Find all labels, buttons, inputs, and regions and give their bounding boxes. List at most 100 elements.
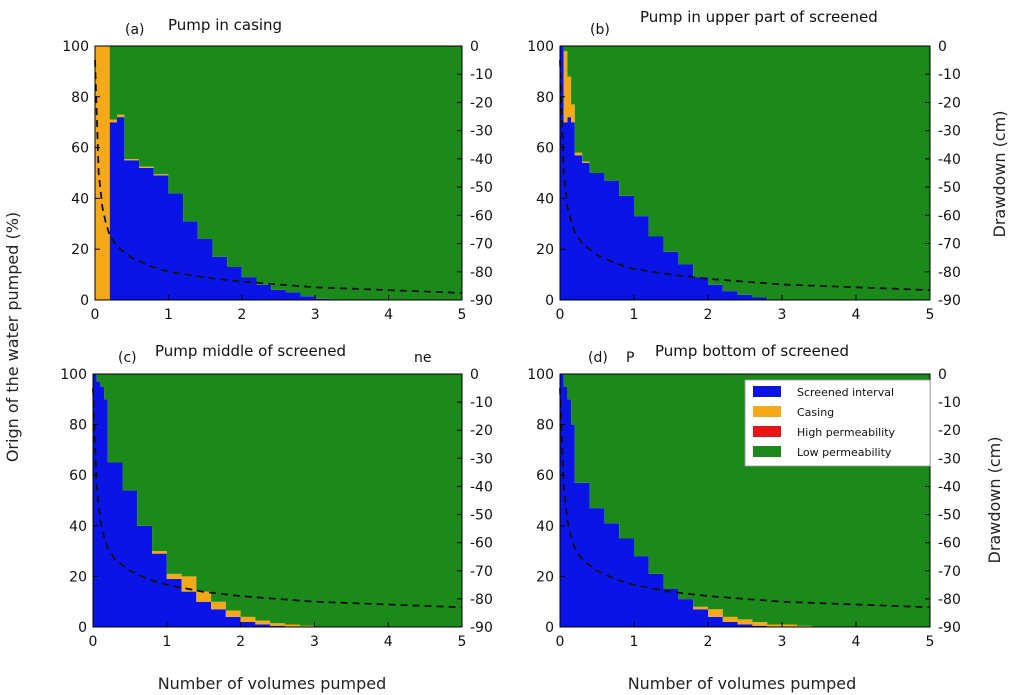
y-tick-label-left: 100 — [62, 39, 89, 55]
y-tick-label-left: 80 — [71, 90, 89, 106]
y-tick-label-right: -60 — [938, 536, 961, 552]
legend-swatch — [753, 406, 781, 417]
y-tick-label-left: 40 — [71, 191, 89, 207]
y-tick-label-left: 60 — [536, 141, 554, 157]
x-tick-label: 5 — [926, 307, 935, 323]
panel-a: 0 1 2 3 4 5 0 20 40 60 80 100 0 -10 -20 -30 -40 -50 -60 -70… — [62, 16, 493, 323]
y-tick-label-right: -80 — [938, 592, 961, 608]
y-tick-label-left: 40 — [69, 519, 87, 535]
plot-frame — [94, 45, 463, 301]
y-tick-label-left: 100 — [527, 367, 554, 383]
legend: Screened interval Casing High permeability… — [744, 379, 931, 467]
plot-frame — [559, 45, 931, 301]
y-tick-label-right: -60 — [470, 536, 493, 552]
legend-swatch — [753, 426, 781, 437]
x-tick-label: 3 — [310, 634, 319, 650]
panel-label-extra: P — [626, 350, 634, 366]
legend-label: Casing — [797, 406, 834, 419]
y-tick-label-left: 40 — [536, 519, 554, 535]
panel-title: Pump bottom of screened — [655, 342, 849, 360]
y-tick-label-left: 0 — [545, 620, 554, 636]
x-tick-label: 5 — [458, 634, 467, 650]
y-tick-label-right: -30 — [938, 451, 961, 467]
x-tick-label: 1 — [630, 307, 639, 323]
y-tick-label-right: -80 — [470, 265, 493, 281]
x-tick-label: 1 — [630, 634, 639, 650]
x-tick-label: 3 — [311, 307, 320, 323]
y-tick-label-right: -20 — [938, 423, 961, 439]
panel-label: (a) — [125, 22, 145, 38]
y-tick-label-right: -30 — [470, 451, 493, 467]
y-tick-label-right: 0 — [938, 39, 947, 55]
drawdown-line — [559, 388, 931, 609]
legend-swatch — [753, 386, 781, 397]
y-tick-label-left: 100 — [60, 367, 87, 383]
y-tick-label-right: -40 — [470, 152, 493, 168]
y-tick-label-right: -10 — [470, 395, 493, 411]
legend-label: Low permeability — [797, 446, 892, 459]
y-tick-label-right: -30 — [938, 124, 961, 140]
x-tick-label: 2 — [704, 634, 713, 650]
y-tick-label-right: -60 — [938, 208, 961, 224]
drawdown-line — [94, 60, 463, 294]
x-tick-label: 0 — [91, 307, 100, 323]
panel-label: (b) — [590, 22, 610, 38]
panel-label: (d) — [588, 350, 608, 366]
y-tick-label-right: -70 — [938, 237, 961, 253]
panel-b: 0 1 2 3 4 5 0 20 40 60 80 100 0 -10 -20 -30 -40 -50 -60 -70… — [527, 8, 961, 323]
title-fragment: ne — [414, 350, 432, 366]
y-tick-label-right: -30 — [470, 124, 493, 140]
y-tick-label-left: 80 — [536, 418, 554, 434]
y-axis-label-left: Orign of the water pumped (%) — [3, 212, 22, 462]
y-tick-label-right: -80 — [938, 265, 961, 281]
panel-label: (c) — [118, 350, 137, 366]
plot-frame — [92, 373, 463, 628]
y-tick-label-right: -20 — [470, 95, 493, 111]
x-tick-label: 4 — [384, 307, 393, 323]
y-tick-label-right: -40 — [938, 152, 961, 168]
y-tick-label-left: 40 — [536, 191, 554, 207]
y-tick-label-right: -10 — [938, 395, 961, 411]
plot-frame — [559, 373, 931, 628]
y-axis-label-right-top: Drawdown (cm) — [990, 111, 1009, 238]
y-tick-label-left: 60 — [71, 141, 89, 157]
area-low-permeability — [93, 374, 462, 627]
y-tick-label-left: 80 — [69, 418, 87, 434]
x-tick-label: 1 — [162, 634, 171, 650]
panel-title: Pump middle of screened — [155, 342, 346, 360]
x-tick-label: 4 — [852, 634, 861, 650]
y-tick-label-left: 20 — [536, 569, 554, 585]
y-tick-label-left: 20 — [536, 242, 554, 258]
y-axis-label-right-bottom: Drawdown (cm) — [985, 437, 1004, 564]
y-tick-label-right: -20 — [938, 95, 961, 111]
y-tick-label-right: -70 — [470, 237, 493, 253]
x-tick-label: 1 — [164, 307, 173, 323]
x-tick-label: 5 — [458, 307, 467, 323]
y-tick-label-right: -90 — [938, 293, 961, 309]
x-axis-label-left: Number of volumes pumped — [158, 674, 387, 693]
drawdown-line — [92, 388, 463, 609]
y-tick-label-left: 100 — [527, 39, 554, 55]
area-screened-interval — [93, 374, 462, 627]
x-tick-label: 2 — [704, 307, 713, 323]
legend-swatch — [753, 446, 781, 457]
y-tick-label-right: -10 — [470, 67, 493, 83]
y-tick-label-left: 60 — [69, 468, 87, 484]
y-tick-label-right: -60 — [470, 208, 493, 224]
y-tick-label-right: -80 — [470, 592, 493, 608]
y-tick-label-left: 20 — [69, 569, 87, 585]
y-tick-label-left: 0 — [80, 293, 89, 309]
panel-title: Pump in upper part of screened — [640, 8, 878, 26]
y-tick-label-left: 60 — [536, 468, 554, 484]
y-tick-label-right: -50 — [470, 508, 493, 524]
y-tick-label-right: -90 — [470, 293, 493, 309]
area-screened-interval — [560, 374, 930, 627]
y-tick-label-right: -10 — [938, 67, 961, 83]
y-tick-label-right: -70 — [938, 564, 961, 580]
panel-c: 0 1 2 3 4 5 0 20 40 60 80 100 0 -10 -20 -30 -40 -50 -60 -70… — [60, 342, 493, 650]
area-low-permeability — [95, 46, 462, 300]
y-tick-label-right: 0 — [470, 39, 479, 55]
y-tick-label-left: 20 — [71, 242, 89, 258]
y-tick-label-left: 0 — [545, 293, 554, 309]
